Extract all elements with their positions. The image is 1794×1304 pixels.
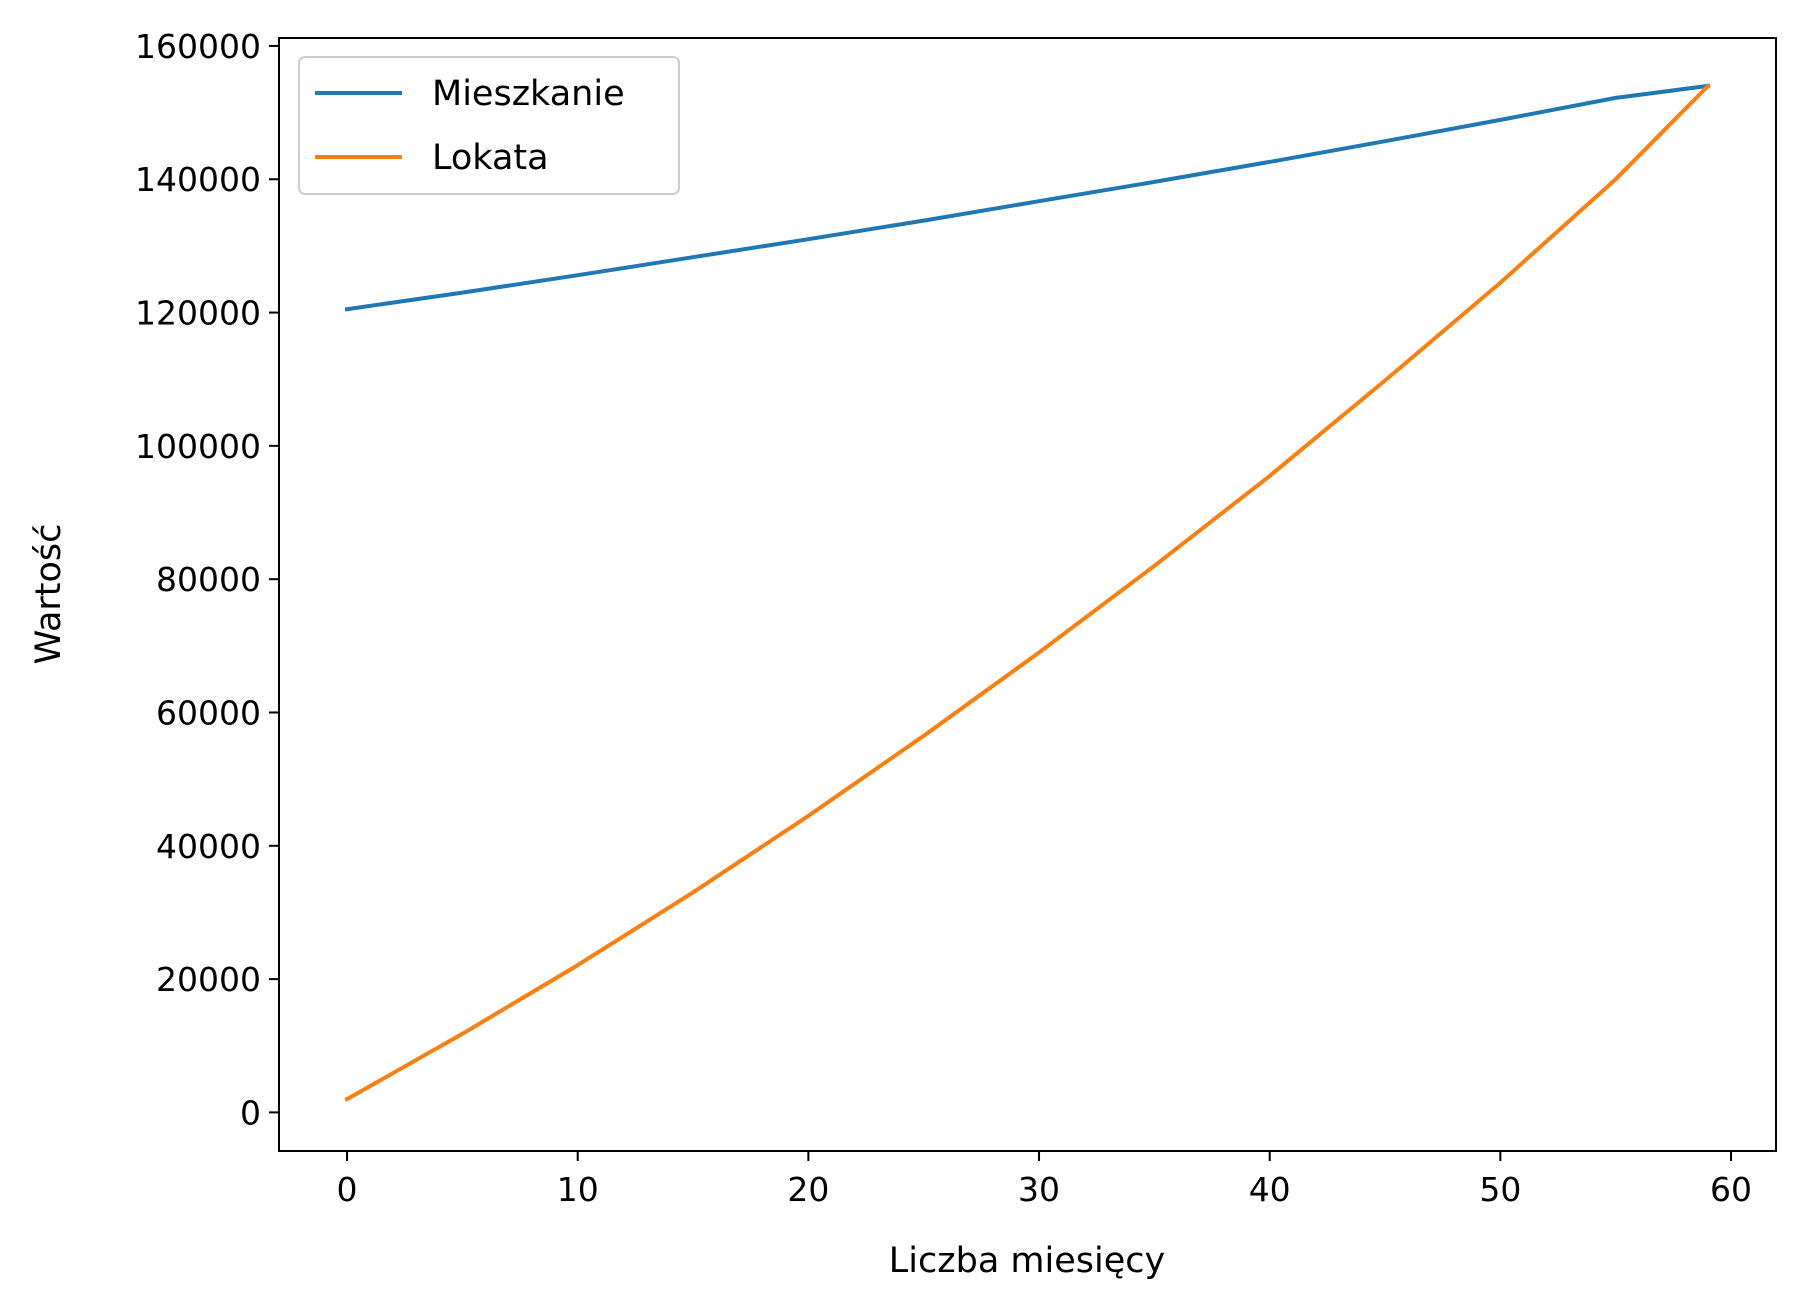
x-tick-label: 60 — [1710, 1170, 1752, 1209]
y-tick-label: 120000 — [135, 294, 261, 333]
legend-label-mieszkanie: Mieszkanie — [432, 74, 625, 114]
x-tick-label: 0 — [337, 1170, 358, 1209]
legend-label-lokata: Lokata — [432, 138, 549, 178]
y-axis-label: Wartość — [29, 524, 69, 665]
plot-area — [344, 83, 1711, 1102]
x-tick-label: 10 — [557, 1170, 599, 1209]
series-line-lokata — [344, 83, 1711, 1102]
y-tick-label: 40000 — [156, 827, 261, 866]
y-tick-label: 60000 — [156, 693, 261, 732]
y-tick-label: 100000 — [135, 427, 261, 466]
y-tick-label: 20000 — [156, 960, 261, 999]
x-axis-label: Liczba miesięcy — [889, 1241, 1165, 1281]
x-tick-label: 30 — [1018, 1170, 1060, 1209]
x-tick-label: 20 — [787, 1170, 829, 1209]
x-tick-label: 50 — [1479, 1170, 1521, 1209]
plot-frame — [278, 37, 1777, 1152]
x-tick-label: 40 — [1249, 1170, 1291, 1209]
series-line-mieszkanie — [344, 83, 1711, 312]
legend: Mieszkanie Lokata — [298, 56, 680, 195]
y-tick-label: 80000 — [156, 560, 261, 599]
y-tick-label: 160000 — [135, 27, 261, 66]
y-tick-label: 0 — [240, 1093, 261, 1132]
y-axis: 0 20000 40000 60000 80000 100000 120000 140000 1… — [135, 27, 279, 1132]
y-tick-label: 140000 — [135, 160, 261, 199]
x-axis: 0 10 20 30 40 50 60 — [337, 1151, 1752, 1209]
